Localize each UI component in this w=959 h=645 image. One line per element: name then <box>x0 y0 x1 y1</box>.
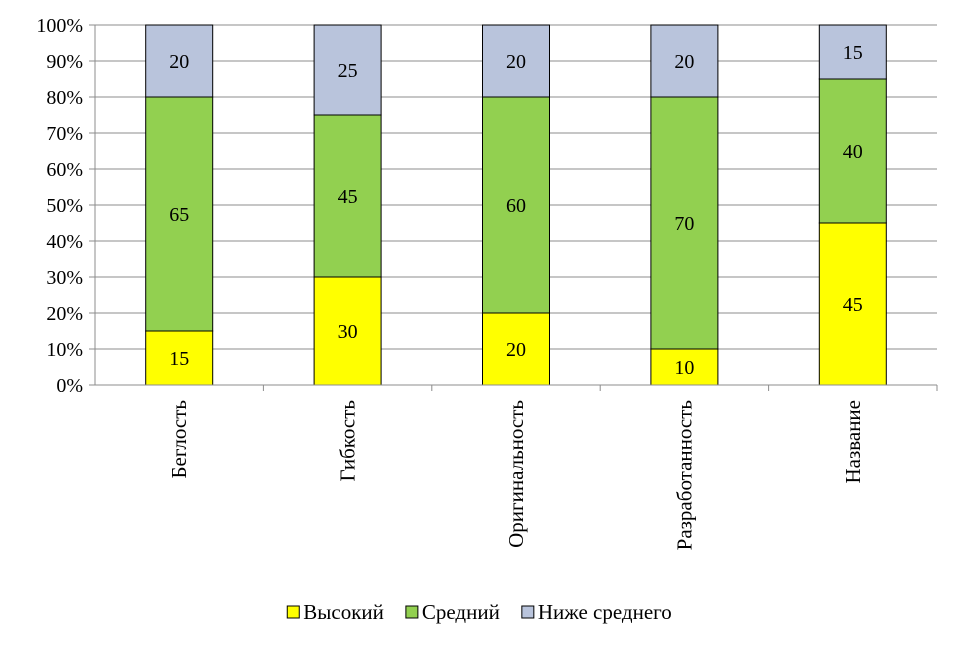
bar-segment <box>482 24 550 98</box>
data-label: 45 <box>843 294 863 316</box>
x-tick-label: Оригинальность <box>504 400 528 548</box>
y-tick-label: 80% <box>46 87 83 109</box>
legend-swatch <box>405 605 419 619</box>
data-label: 20 <box>674 51 694 73</box>
bar-segment <box>650 96 719 350</box>
data-label: 40 <box>843 141 863 163</box>
data-label: 60 <box>506 195 526 217</box>
legend: Высокий Средний Ниже среднего <box>286 600 672 624</box>
y-tick-label: 30% <box>46 267 83 289</box>
bar-segment <box>482 312 550 386</box>
legend-item: Ниже среднего <box>521 600 672 624</box>
data-label: 65 <box>169 204 189 226</box>
bar-segment <box>145 24 214 98</box>
legend-swatch <box>521 605 535 619</box>
data-label: 15 <box>169 348 189 370</box>
data-label: 25 <box>338 60 358 82</box>
y-tick-label: 10% <box>46 339 83 361</box>
legend-item: Высокий <box>286 600 384 624</box>
data-label: 70 <box>674 213 694 235</box>
x-tick-label: Беглость <box>167 400 191 479</box>
y-tick-label: 0% <box>56 375 83 397</box>
data-label: 20 <box>506 339 526 361</box>
y-tick-label: 40% <box>46 231 83 253</box>
bar-segment <box>145 96 214 332</box>
legend-label: Высокий <box>303 600 384 624</box>
data-label: 30 <box>338 321 358 343</box>
y-tick-label: 90% <box>46 51 83 73</box>
y-tick-label: 50% <box>46 195 83 217</box>
bar-segment <box>313 276 382 386</box>
bar-segment <box>313 24 382 116</box>
x-axis: Беглость Гибкость Оригинальность Разработан… <box>95 384 938 550</box>
bar-segment <box>650 348 719 386</box>
bars: 15 65 20 30 45 25 20 60 20 10 70 20 45 40 15 <box>145 24 887 386</box>
y-tick-label: 60% <box>46 159 83 181</box>
bar-segment <box>818 24 887 80</box>
bar-segment <box>818 222 887 386</box>
data-label: 45 <box>338 186 358 208</box>
legend-label: Ниже среднего <box>538 600 672 624</box>
legend-swatch <box>286 605 300 619</box>
bar-segment <box>818 78 887 224</box>
x-tick-label: Гибкость <box>336 400 360 482</box>
bar-segment <box>313 114 382 278</box>
data-label: 20 <box>169 51 189 73</box>
data-label: 15 <box>843 42 863 64</box>
y-axis: 0% 10% 20% 30% 40% 50% 60% 70% 80% 90% 100% <box>36 15 96 397</box>
data-label: 20 <box>506 51 526 73</box>
bar-segment <box>482 96 550 314</box>
y-tick-label: 20% <box>46 303 83 325</box>
y-tick-label: 70% <box>46 123 83 145</box>
x-tick-label: Разработанность <box>672 400 696 550</box>
y-tick-label: 100% <box>36 15 83 37</box>
x-tick-label: Название <box>841 400 865 484</box>
bar-segment <box>650 24 719 98</box>
legend-item: Средний <box>405 600 500 624</box>
data-label: 10 <box>674 357 694 379</box>
legend-label: Средний <box>422 600 500 624</box>
